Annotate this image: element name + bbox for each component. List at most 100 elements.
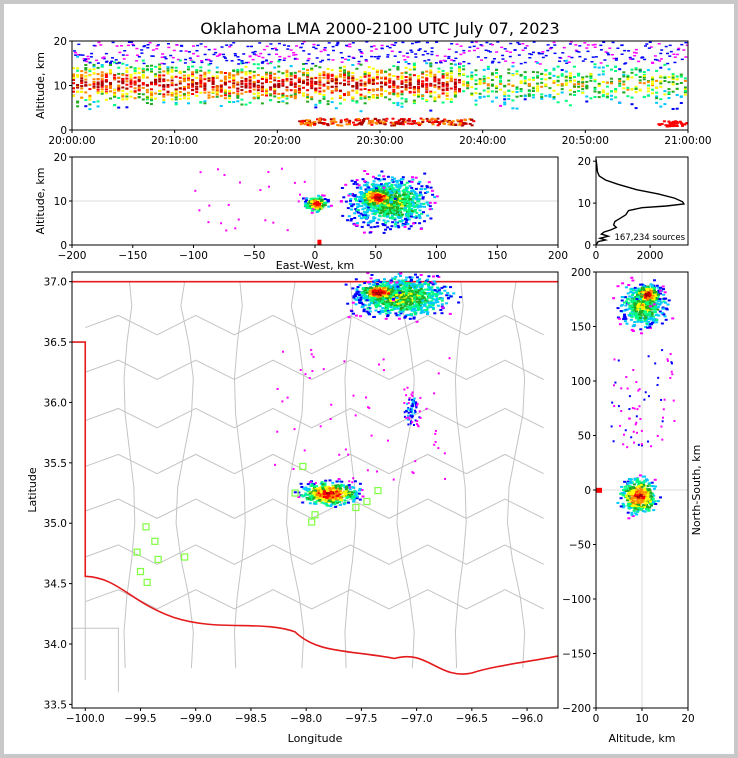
panel-plan-view-map: −100.0 −99.5 −99.0 −98.5 −98.0 −97.5 −97.0 −96.…: [26, 271, 559, 745]
histogram-altitude-tick-label: 20: [578, 156, 591, 168]
ns-tick-label: −100: [562, 594, 591, 606]
histogram-altitude-tick-label: 0: [584, 240, 591, 252]
ew-altitude-tick-label: 20: [54, 152, 67, 164]
map-east-line: [403, 388, 422, 428]
station-marker: [143, 578, 151, 586]
latitude-tick-label: 33.5: [44, 699, 67, 711]
ns-tick-label: −150: [562, 649, 591, 661]
time-tick-label: 20:30:00: [356, 135, 403, 147]
time-tick-label: 20:20:00: [254, 135, 301, 147]
ew-tick-label: 200: [548, 250, 568, 262]
longitude-tick-label: −98.5: [235, 713, 267, 725]
latitude-tick-label: 34.0: [44, 639, 67, 651]
longitude-tick-label: −96.5: [456, 713, 488, 725]
panel-altitude-vs-east-west: −200 −150 −100 −50 0 50 100 150 200 0 10 20 East-Wes…: [34, 152, 568, 272]
station-marker: [311, 511, 319, 519]
ew-storm-core: [358, 186, 397, 209]
panel-altitude-vs-time: 20:00:00 20:10:00 20:20:00 20:30:00 20:40:00…: [34, 36, 712, 147]
ns-ground-cell: [596, 487, 602, 493]
map-xlabel: Longitude: [288, 732, 343, 745]
lma-stations: [133, 462, 382, 586]
ns-tick-label: 50: [578, 431, 591, 443]
panel-altitude-histogram: 167,234 sources 0 2000 0 10 20: [578, 156, 689, 262]
station-marker: [133, 548, 141, 556]
ns-tick-label: 200: [571, 267, 591, 279]
figure-frame: Oklahoma LMA 2000-2100 UTC July 07, 2023…: [4, 4, 734, 754]
histogram-tick-label: 0: [593, 250, 600, 262]
lma-figure: Oklahoma LMA 2000-2100 UTC July 07, 2023…: [26, 19, 712, 745]
ns-altitude-tick-label: 10: [635, 713, 648, 725]
ew-tick-label: −150: [118, 250, 147, 262]
latitude-tick-label: 34.5: [44, 579, 67, 591]
ns-altitude-tick-label: 20: [681, 713, 694, 725]
ns-north-storm-core: [635, 284, 663, 308]
ns-panel-xlabel: Altitude, km: [608, 732, 675, 745]
longitude-tick-label: −97.0: [401, 713, 433, 725]
latitude-tick-label: 36.0: [44, 397, 67, 409]
station-marker: [363, 497, 371, 506]
station-marker: [154, 555, 162, 564]
station-marker: [142, 523, 150, 531]
map-ylabel: Latitude: [26, 467, 39, 513]
station-marker: [291, 489, 299, 497]
longitude-tick-label: −96.0: [511, 713, 543, 725]
panel-north-south-vs-altitude: 0 10 20 200 150 100 50 0 −50 −100 −150 −200 Altitude…: [562, 267, 703, 745]
longitude-tick-label: −100.0: [66, 713, 105, 725]
time-tick-label: 20:10:00: [151, 135, 198, 147]
longitude-tick-label: −99.5: [124, 713, 156, 725]
latitude-tick-label: 36.5: [44, 337, 67, 349]
ew-altitude-tick-label: 10: [54, 196, 67, 208]
ew-tick-label: 0: [312, 250, 319, 262]
ew-tick-label: 150: [487, 250, 507, 262]
time-altitude-tick-label: 0: [60, 125, 67, 137]
ew-tick-label: 50: [369, 250, 382, 262]
ew-ground-cell: [317, 239, 322, 245]
ew-panel-ylabel: Altitude, km: [34, 167, 47, 234]
figure-title: Oklahoma LMA 2000-2100 UTC July 07, 2023: [200, 19, 559, 38]
ew-tick-label: −200: [58, 250, 87, 262]
time-tick-label: 20:50:00: [562, 135, 609, 147]
ew-altitude-tick-label: 0: [60, 240, 67, 252]
station-marker: [352, 503, 360, 512]
time-height-density: [72, 41, 688, 128]
ns-tick-label: 100: [571, 376, 591, 388]
time-tick-label: 20:40:00: [459, 135, 506, 147]
ns-north-storm-envelope: [612, 276, 675, 335]
ns-tick-label: −50: [569, 540, 591, 552]
source-count-label: 167,234 sources: [614, 233, 685, 243]
ns-altitude-tick-label: 0: [593, 713, 600, 725]
station-marker: [308, 518, 316, 526]
oklahoma-south-border: [72, 341, 558, 675]
map-central-cells: [293, 478, 365, 508]
longitude-tick-label: −98.0: [290, 713, 322, 725]
time-panel-ylabel: Altitude, km: [34, 52, 47, 119]
station-marker: [151, 537, 159, 545]
ew-tick-label: −50: [243, 250, 265, 262]
ns-tick-label: −200: [562, 703, 591, 715]
ew-tick-label: 100: [426, 250, 446, 262]
ew-west-cell: [302, 194, 333, 214]
ns-tick-label: 0: [584, 485, 591, 497]
longitude-tick-label: −97.5: [345, 713, 377, 725]
county-boundaries: [72, 281, 544, 693]
time-altitude-tick-label: 10: [54, 81, 67, 93]
time-tick-label: 20:00:00: [48, 135, 95, 147]
station-marker: [136, 567, 145, 576]
ew-tick-label: −100: [179, 250, 208, 262]
time-altitude-tick-label: 20: [54, 36, 67, 48]
longitude-tick-label: −99.0: [180, 713, 212, 725]
station-marker: [299, 462, 307, 471]
map-frame: [71, 271, 559, 709]
ns-tick-label: 150: [571, 322, 591, 334]
latitude-tick-label: 35.5: [44, 458, 67, 470]
time-tick-label: 21:00:00: [664, 135, 711, 147]
station-marker: [374, 487, 382, 495]
ns-central-cells: [616, 474, 662, 520]
histogram-frame: [595, 156, 689, 246]
station-marker: [181, 553, 189, 561]
altitude-histogram-line: [595, 159, 686, 246]
latitude-tick-label: 37.0: [44, 277, 67, 289]
histogram-tick-label: 2000: [637, 250, 664, 262]
histogram-altitude-tick-label: 10: [578, 198, 591, 210]
ew-panel-xlabel: East-West, km: [276, 259, 354, 272]
